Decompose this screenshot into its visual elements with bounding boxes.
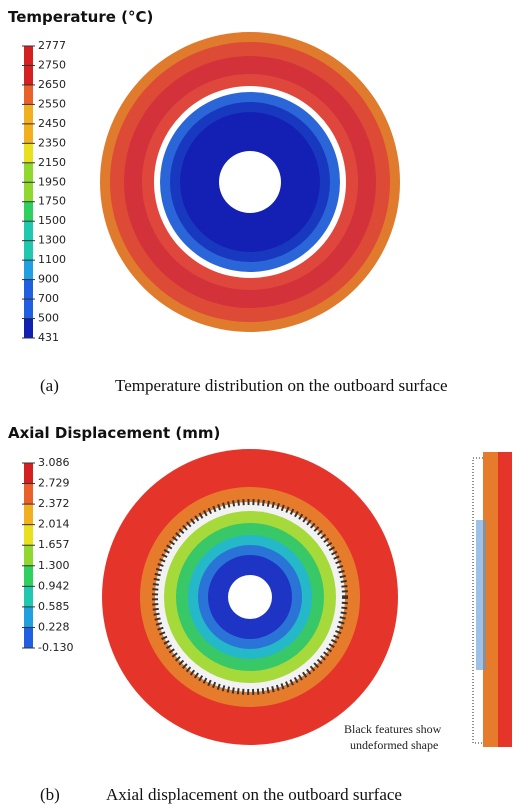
legend-label: 1.657 (38, 538, 70, 551)
legend-label: 3.086 (38, 456, 70, 469)
caption: Axial displacement on the outboard surfa… (106, 785, 402, 804)
colorbar-segment (24, 463, 33, 484)
side-view (473, 452, 512, 747)
colorbar-segment (24, 586, 33, 607)
colorbar-segment (24, 143, 33, 163)
colorbar-segment (24, 85, 33, 105)
colorbar-segment (24, 260, 33, 280)
colorbar-segment (24, 221, 33, 241)
colorbar-segment (24, 545, 33, 566)
legend-label: 500 (38, 312, 59, 325)
legend-label: -0.130 (38, 641, 73, 654)
legend-label: 431 (38, 331, 59, 344)
colorbar-segment (24, 627, 33, 648)
legend-label: 1300 (38, 234, 66, 247)
legend-label: 1.300 (38, 559, 70, 572)
colorbar-segment (24, 484, 33, 505)
legend-label: 2450 (38, 117, 66, 130)
legend-label: 2.372 (38, 497, 70, 510)
caption: Temperature distribution on the outboard… (115, 376, 448, 395)
colorbar-segment (24, 46, 33, 66)
caption-label: (b) (40, 785, 60, 804)
panel-title: Temperature (°C) (8, 8, 153, 26)
caption-label: (a) (40, 376, 59, 395)
legend-label: 1100 (38, 253, 66, 266)
colorbar-segment (24, 241, 33, 261)
colorbar-segment (24, 124, 33, 144)
colorbar-segment (24, 280, 33, 300)
temperature-disc (100, 32, 400, 332)
figure: Temperature (°C) (a) Temperature distrib… (0, 0, 522, 811)
legend-label: 0.585 (38, 600, 70, 613)
legend-label: 2.729 (38, 477, 70, 490)
legend-label: 2650 (38, 78, 66, 91)
legend-label: 0.942 (38, 579, 70, 592)
legend-label: 2750 (38, 58, 66, 71)
panel-title: Axial Displacement (mm) (8, 424, 220, 442)
legend-label: 700 (38, 292, 59, 305)
colorbar-segment (24, 607, 33, 628)
legend-label: 900 (38, 273, 59, 286)
colorbar-segment (24, 65, 33, 85)
legend-label: 2777 (38, 39, 66, 52)
colorbar-segment (24, 182, 33, 202)
displacement-disc (102, 449, 398, 745)
colorbar-segment (24, 319, 33, 339)
note: undeformed shape (350, 738, 438, 752)
legend-label: 1950 (38, 175, 66, 188)
legend-label: 1500 (38, 214, 66, 227)
legend-label: 2350 (38, 136, 66, 149)
colorbar-segment (24, 566, 33, 587)
colorbar-segment (24, 163, 33, 183)
colorbar-segment (24, 525, 33, 546)
colorbar-segment (24, 299, 33, 319)
colorbar-segment (24, 104, 33, 124)
legend-label: 2550 (38, 97, 66, 110)
legend-label: 1750 (38, 195, 66, 208)
legend-label: 2.014 (38, 518, 70, 531)
note: Black features show (344, 722, 442, 736)
colorbar-segment (24, 504, 33, 525)
legend-label: 0.228 (38, 620, 70, 633)
legend-label: 2150 (38, 156, 66, 169)
colorbar-segment (24, 202, 33, 222)
